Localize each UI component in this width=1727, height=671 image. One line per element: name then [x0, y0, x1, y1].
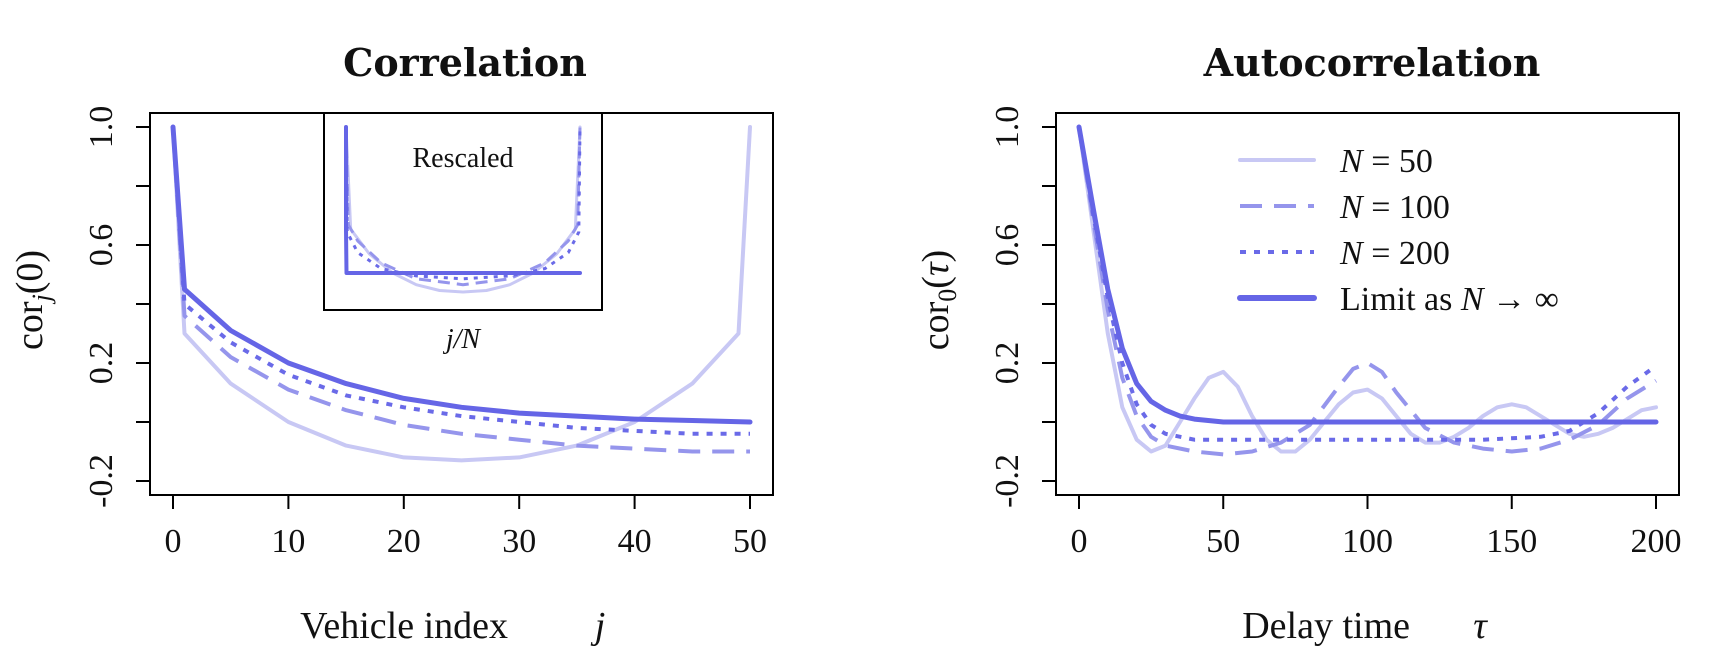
- correlation-series-line: [171, 125, 752, 463]
- correlation-xtick-label: 50: [733, 523, 767, 560]
- inset-series-line: [344, 125, 582, 275]
- inset-series-line: [344, 126, 582, 281]
- autocorrelation-xlabel-text: Delay time: [1242, 605, 1410, 647]
- correlation-series-line: [170, 124, 753, 425]
- autocorrelation-xtick-label: 50: [1206, 523, 1240, 560]
- correlation-xlabel-symbol: j: [590, 605, 606, 647]
- autocorrelation-ylabel-text: cor0(τ): [915, 250, 962, 350]
- correlation-xtick-label: 20: [387, 523, 421, 560]
- legend-label: N = 50: [1339, 143, 1433, 180]
- legend-label: N = 200: [1339, 235, 1450, 272]
- correlation-axes: 0 10 20 30 40 50 -0.2 0.2 0.6 1.0: [83, 106, 767, 560]
- correlation-xtick-label: 30: [502, 523, 536, 560]
- autocorrelation-xtick-label: 150: [1486, 523, 1537, 560]
- correlation-ylabel: corj(0): [9, 250, 56, 350]
- autocorrelation-axes: 0 50 100 150 200 -0.2 0.2 0.6 1.0: [989, 106, 1682, 560]
- autocorrelation-ytick-label: -0.2: [989, 454, 1026, 508]
- legend-label: N = 100: [1339, 189, 1450, 226]
- correlation-xtick-label: 40: [618, 523, 652, 560]
- rescaled-inset-frame: [323, 112, 603, 311]
- legend: N = 50 N = 100 N = 200 Limit as N → ∞: [1237, 143, 1559, 318]
- autocorrelation-xtick-label: 200: [1631, 523, 1682, 560]
- correlation-series: [170, 124, 753, 463]
- autocorrelation-ytick-label: 0.6: [989, 224, 1026, 267]
- correlation-panel: Correlation 0 10 20 30 40 50 -0.2 0.2 0.6 1.0 Res…: [9, 40, 774, 647]
- correlation-xlabel: Vehicle index j: [300, 605, 605, 647]
- legend-label: Limit as N → ∞: [1340, 281, 1559, 318]
- autocorrelation-ylabel: cor0(τ): [915, 250, 962, 350]
- autocorrelation-series: [1076, 124, 1659, 457]
- correlation-title: Correlation: [343, 40, 587, 85]
- inset-label: Rescaled: [412, 143, 513, 174]
- autocorrelation-panel: Autocorrelation 0 50 100 150 200 -0.2 0.2 0.6 1.…: [915, 40, 1682, 647]
- autocorrelation-xtick-label: 0: [1071, 523, 1088, 560]
- autocorrelation-series-line: [1076, 124, 1659, 425]
- correlation-ytick-label: -0.2: [83, 454, 120, 508]
- correlation-xtick-label: 0: [165, 523, 182, 560]
- autocorrelation-ytick-label: 1.0: [989, 106, 1026, 149]
- correlation-series-line: [171, 126, 750, 436]
- inset-series: [344, 125, 582, 294]
- autocorrelation-series-line: [1077, 126, 1658, 457]
- correlation-ytick-label: 0.2: [83, 342, 120, 385]
- correlation-ytick-label: 1.0: [83, 106, 120, 149]
- inset-series-line: [344, 125, 582, 294]
- autocorrelation-ytick-label: 0.2: [989, 342, 1026, 385]
- correlation-ytick-label: 0.6: [83, 224, 120, 267]
- autocorrelation-xlabel-symbol: τ: [1473, 605, 1488, 647]
- correlation-xtick-label: 10: [271, 523, 305, 560]
- correlation-xlabel-text: Vehicle index: [300, 605, 508, 647]
- correlation-ylabel-text: corj(0): [9, 250, 56, 350]
- autocorrelation-title: Autocorrelation: [1203, 40, 1541, 85]
- autocorrelation-series-line: [1077, 125, 1658, 454]
- autocorrelation-series-line: [1077, 126, 1658, 442]
- autocorrelation-xlabel: Delay time τ: [1242, 605, 1488, 647]
- autocorrelation-xtick-label: 100: [1342, 523, 1393, 560]
- correlation-series-line: [171, 126, 750, 454]
- inset-xlabel: j/N: [443, 324, 482, 355]
- inset-series-line: [344, 126, 582, 287]
